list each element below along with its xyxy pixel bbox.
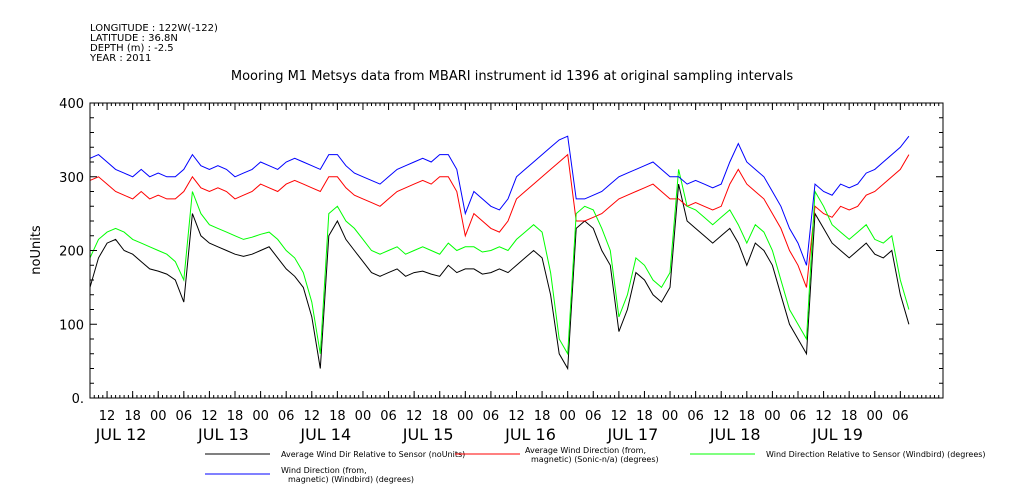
x-tick-label: 12 — [815, 409, 832, 424]
x-day-label: JUL 17 — [606, 425, 658, 444]
legend-label-red-2: magnetic) (Sonic-n/a) (degrees) — [531, 455, 659, 464]
series-line-2 — [89, 169, 910, 356]
header-longitude: LONGITUDE : 122W(-122) — [90, 23, 218, 34]
x-day-label: JUL 12 — [95, 425, 147, 444]
x-tick-label: 18 — [739, 409, 756, 424]
legend-label-black: Average Wind Dir Relative to Sensor (noU… — [281, 450, 465, 459]
header-year: YEAR : 2011 — [89, 53, 151, 64]
header-latitude: LATITUDE : 36.8N — [90, 33, 178, 44]
tick-layer: 12 18 00 06 12 18 00 06 12 18 00 06 12 18 00 06 12 18 00 06… — [59, 97, 943, 444]
x-tick-label: 06 — [687, 409, 704, 424]
y-axis-label: noUnits — [29, 225, 44, 275]
x-tick-label: 00 — [764, 409, 781, 424]
legend-label-red-1: Average Wind Direction (from, — [525, 446, 646, 455]
x-day-label: JUL 15 — [402, 425, 454, 444]
header-depth: DEPTH (m) : -2.5 — [90, 43, 174, 54]
x-tick-label: 18 — [329, 409, 346, 424]
x-tick-label: 06 — [278, 409, 295, 424]
x-tick-label: 00 — [457, 409, 474, 424]
plot-area: 12 18 00 06 12 18 00 06 12 18 00 06 12 18 00 06 12 18 00 06… — [59, 97, 944, 444]
x-tick-label: 06 — [176, 409, 193, 424]
x-tick-label: 06 — [790, 409, 807, 424]
x-tick-label: 06 — [483, 409, 500, 424]
x-tick-label: 00 — [355, 409, 372, 424]
x-tick-label: 12 — [99, 409, 116, 424]
x-tick-label: 00 — [150, 409, 167, 424]
legend-label-blue-1: Wind Direction (from, — [281, 466, 367, 475]
x-tick-label: 00 — [559, 409, 576, 424]
x-tick-label: 12 — [611, 409, 628, 424]
x-tick-label: 18 — [636, 409, 653, 424]
x-tick-label: 18 — [124, 409, 141, 424]
y-tick-label: 400 — [59, 97, 84, 112]
y-tick-label: 300 — [59, 171, 84, 186]
series-line-3 — [89, 135, 910, 266]
x-day-label: JUL 13 — [197, 425, 249, 444]
series-line-0 — [89, 183, 910, 371]
chart-title: Mooring M1 Metsys data from MBARI instru… — [231, 69, 793, 84]
plot-frame — [89, 102, 944, 399]
x-tick-label: 06 — [380, 409, 397, 424]
x-day-label: JUL 14 — [299, 425, 351, 444]
x-tick-label: 06 — [585, 409, 602, 424]
x-tick-label: 06 — [892, 409, 909, 424]
x-day-label: JUL 18 — [709, 425, 761, 444]
x-day-label: JUL 19 — [811, 425, 863, 444]
x-day-label: JUL 16 — [504, 425, 556, 444]
x-tick-label: 00 — [662, 409, 679, 424]
x-tick-label: 18 — [841, 409, 858, 424]
x-tick-label: 00 — [252, 409, 269, 424]
x-tick-label: 18 — [431, 409, 448, 424]
x-tick-label: 12 — [406, 409, 423, 424]
x-tick-label: 12 — [508, 409, 525, 424]
y-tick-label: 0. — [72, 392, 84, 407]
y-tick-label: 100 — [59, 318, 84, 333]
legend-label-green: Wind Direction Relative to Sensor (Windb… — [766, 450, 986, 459]
x-tick-label: 12 — [201, 409, 218, 424]
x-tick-label: 12 — [304, 409, 321, 424]
x-tick-label: 00 — [866, 409, 883, 424]
legend-label-blue-2: magnetic) (Windbird) (degrees) — [288, 475, 414, 484]
x-tick-label: 18 — [534, 409, 551, 424]
x-tick-label: 12 — [713, 409, 730, 424]
series-line-1 — [89, 153, 910, 288]
y-tick-label: 200 — [59, 245, 84, 260]
series-layer — [89, 135, 910, 371]
x-tick-label: 18 — [227, 409, 244, 424]
legend: Average Wind Dir Relative to Sensor (noU… — [205, 446, 986, 484]
